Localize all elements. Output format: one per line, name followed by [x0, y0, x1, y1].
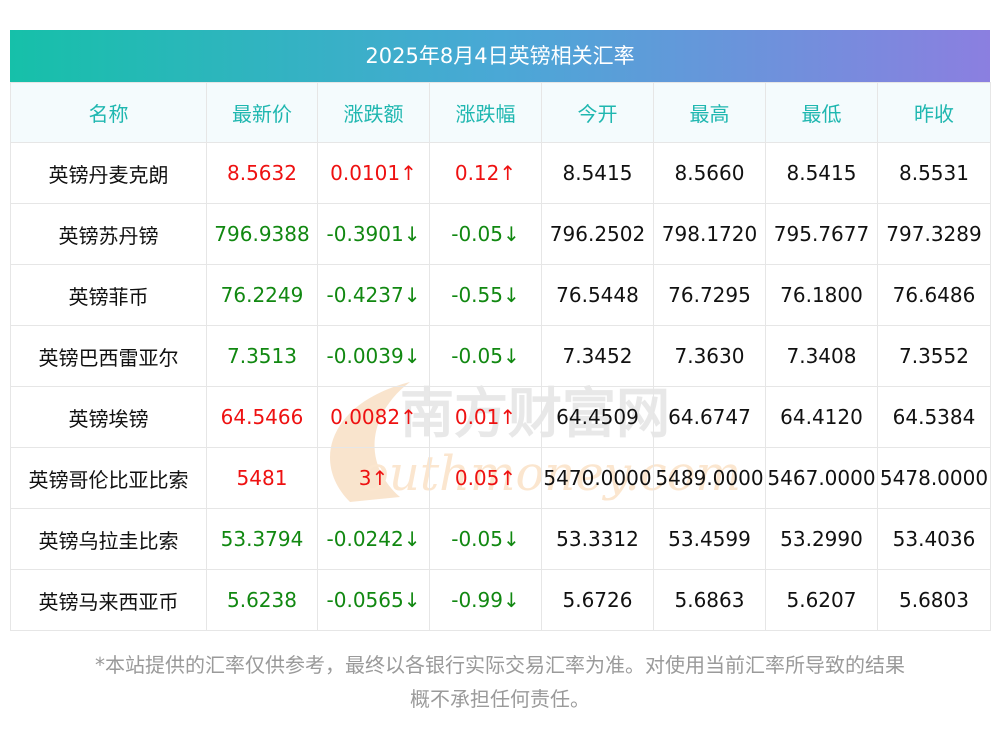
col-header-change: 涨跌额 — [317, 82, 430, 143]
cell-latest: 5481 — [206, 447, 318, 509]
cell-high: 76.7295 — [653, 264, 766, 326]
cell-high: 7.3630 — [653, 325, 766, 387]
cell-change: -0.0039↓ — [317, 325, 430, 387]
cell-change: -0.0242↓ — [317, 508, 430, 570]
cell-name: 英镑丹麦克朗 — [10, 142, 207, 204]
cell-open: 5.6726 — [541, 569, 654, 631]
cell-latest: 64.5466 — [206, 386, 318, 448]
cell-high: 5.6863 — [653, 569, 766, 631]
cell-high: 8.5660 — [653, 142, 766, 204]
cell-open: 76.5448 — [541, 264, 654, 326]
cell-low: 8.5415 — [765, 142, 878, 204]
cell-change: 3↑ — [317, 447, 430, 509]
cell-name: 英镑埃镑 — [10, 386, 207, 448]
cell-change: -0.0565↓ — [317, 569, 430, 631]
cell-change: -0.3901↓ — [317, 203, 430, 265]
cell-pct: -0.05↓ — [429, 325, 542, 387]
col-header-low: 最低 — [765, 82, 878, 143]
cell-latest: 7.3513 — [206, 325, 318, 387]
cell-name: 英镑菲币 — [10, 264, 207, 326]
table-row: 英镑乌拉圭比索 53.3794 -0.0242↓ -0.05↓ 53.3312 53.45… — [10, 508, 991, 570]
cell-prev: 797.3289 — [877, 203, 991, 265]
cell-pct: -0.05↓ — [429, 508, 542, 570]
cell-high: 798.1720 — [653, 203, 766, 265]
table-row: 英镑哥伦比亚比索 5481 3↑ 0.05↑ 5470.0000 5489.0000 546… — [10, 447, 991, 509]
rate-table: 名称 最新价 涨跌额 涨跌幅 今开 最高 最低 昨收 英镑丹麦克朗 8.5632 0… — [10, 82, 991, 631]
table-row: 英镑苏丹镑 796.9388 -0.3901↓ -0.05↓ 796.2502 798.1… — [10, 203, 991, 265]
cell-low: 64.4120 — [765, 386, 878, 448]
cell-prev: 5.6803 — [877, 569, 991, 631]
col-header-high: 最高 — [653, 82, 766, 143]
cell-name: 英镑哥伦比亚比索 — [10, 447, 207, 509]
col-header-pct: 涨跌幅 — [429, 82, 542, 143]
cell-latest: 796.9388 — [206, 203, 318, 265]
table-row: 英镑菲币 76.2249 -0.4237↓ -0.55↓ 76.5448 76.7295 7… — [10, 264, 991, 326]
cell-open: 64.4509 — [541, 386, 654, 448]
cell-latest: 5.6238 — [206, 569, 318, 631]
cell-pct: -0.99↓ — [429, 569, 542, 631]
cell-pct: 0.01↑ — [429, 386, 542, 448]
cell-prev: 64.5384 — [877, 386, 991, 448]
cell-low: 5467.0000 — [765, 447, 878, 509]
col-header-prev: 昨收 — [877, 82, 991, 143]
disclaimer: *本站提供的汇率仅供参考，最终以各银行实际交易汇率为准。对使用当前汇率所导致的结… — [10, 648, 990, 716]
cell-low: 53.2990 — [765, 508, 878, 570]
table-row: 英镑埃镑 64.5466 0.0082↑ 0.01↑ 64.4509 64.6747 64.… — [10, 386, 991, 448]
cell-name: 英镑苏丹镑 — [10, 203, 207, 265]
cell-open: 796.2502 — [541, 203, 654, 265]
disclaimer-line-1: *本站提供的汇率仅供参考，最终以各银行实际交易汇率为准。对使用当前汇率所导致的结… — [95, 653, 905, 677]
cell-change: 0.0101↑ — [317, 142, 430, 204]
cell-pct: -0.55↓ — [429, 264, 542, 326]
cell-high: 64.6747 — [653, 386, 766, 448]
cell-change: -0.4237↓ — [317, 264, 430, 326]
cell-pct: 0.12↑ — [429, 142, 542, 204]
cell-open: 8.5415 — [541, 142, 654, 204]
cell-pct: -0.05↓ — [429, 203, 542, 265]
cell-high: 53.4599 — [653, 508, 766, 570]
cell-low: 795.7677 — [765, 203, 878, 265]
table-area: 南方财富网 outhmoney.com 名称 最新价 涨跌额 涨跌幅 今开 最高… — [10, 82, 991, 631]
rate-panel: 2025年8月4日英镑相关汇率 南方财富网 outhmoney.com 名称 最… — [10, 30, 991, 631]
cell-pct: 0.05↑ — [429, 447, 542, 509]
cell-low: 76.1800 — [765, 264, 878, 326]
col-header-name: 名称 — [10, 82, 207, 143]
cell-prev: 76.6486 — [877, 264, 991, 326]
cell-open: 5470.0000 — [541, 447, 654, 509]
disclaimer-line-2: 概不承担任何责任。 — [410, 687, 590, 711]
cell-name: 英镑马来西亚币 — [10, 569, 207, 631]
cell-latest: 76.2249 — [206, 264, 318, 326]
table-row: 英镑巴西雷亚尔 7.3513 -0.0039↓ -0.05↓ 7.3452 7.3630 7… — [10, 325, 991, 387]
table-row: 英镑丹麦克朗 8.5632 0.0101↑ 0.12↑ 8.5415 8.5660 8.54… — [10, 142, 991, 204]
cell-name: 英镑巴西雷亚尔 — [10, 325, 207, 387]
cell-prev: 5478.0000 — [877, 447, 991, 509]
cell-low: 5.6207 — [765, 569, 878, 631]
cell-latest: 53.3794 — [206, 508, 318, 570]
cell-low: 7.3408 — [765, 325, 878, 387]
cell-prev: 53.4036 — [877, 508, 991, 570]
cell-prev: 7.3552 — [877, 325, 991, 387]
col-header-latest: 最新价 — [206, 82, 318, 143]
cell-open: 53.3312 — [541, 508, 654, 570]
table-title: 2025年8月4日英镑相关汇率 — [10, 30, 990, 82]
table-row: 英镑马来西亚币 5.6238 -0.0565↓ -0.99↓ 5.6726 5.6863 5… — [10, 569, 991, 631]
col-header-open: 今开 — [541, 82, 654, 143]
header-row: 名称 最新价 涨跌额 涨跌幅 今开 最高 最低 昨收 — [10, 82, 991, 143]
cell-latest: 8.5632 — [206, 142, 318, 204]
cell-prev: 8.5531 — [877, 142, 991, 204]
cell-high: 5489.0000 — [653, 447, 766, 509]
cell-change: 0.0082↑ — [317, 386, 430, 448]
cell-name: 英镑乌拉圭比索 — [10, 508, 207, 570]
cell-open: 7.3452 — [541, 325, 654, 387]
